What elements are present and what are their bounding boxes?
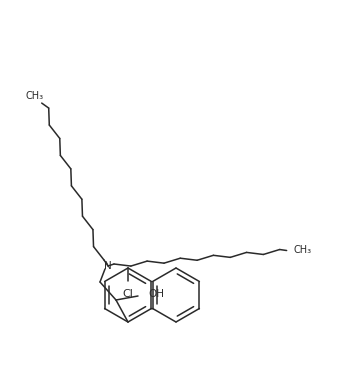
Text: Cl: Cl (122, 289, 133, 299)
Text: CH₃: CH₃ (294, 245, 312, 255)
Text: OH: OH (148, 289, 164, 299)
Text: CH₃: CH₃ (26, 91, 44, 101)
Text: N: N (104, 261, 112, 271)
